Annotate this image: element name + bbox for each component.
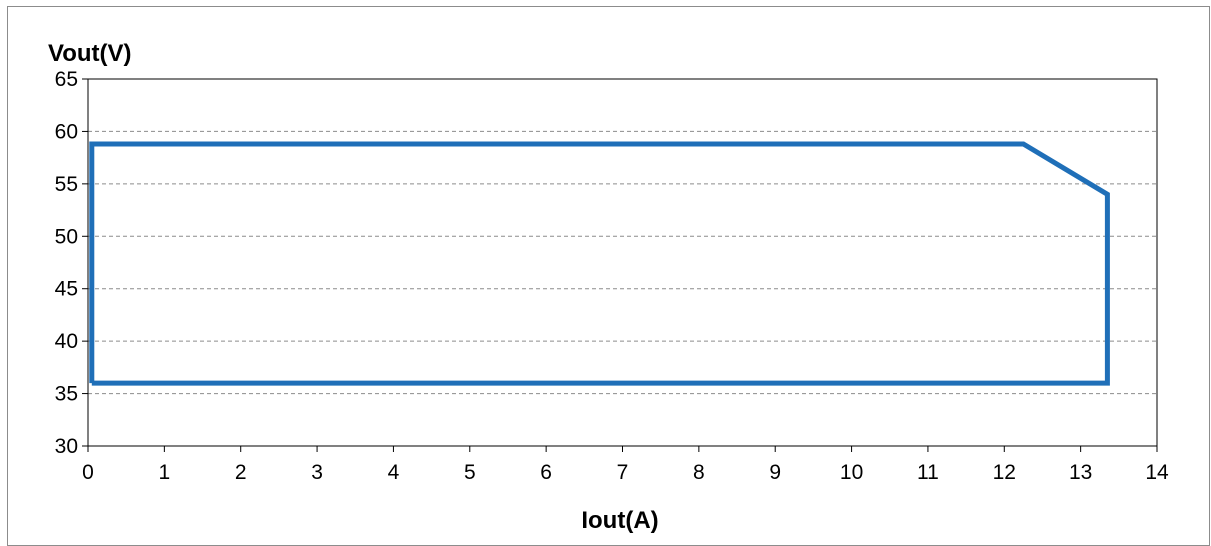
y-axis-ticks: 30 35 40 45 50 55 60 65 xyxy=(55,68,88,458)
y-axis-title: Vout(V) xyxy=(48,40,132,67)
plot-area xyxy=(87,78,1158,447)
x-tick-label: 9 xyxy=(769,461,781,484)
x-tick-label: 8 xyxy=(693,461,705,484)
x-tick-label: 6 xyxy=(540,461,552,484)
x-tick-label: 2 xyxy=(235,461,247,484)
y-tick-label: 40 xyxy=(55,330,78,353)
x-axis-title: Iout(A) xyxy=(581,507,658,533)
gridlines xyxy=(88,130,1157,395)
y-tick-label: 50 xyxy=(55,225,78,248)
y-tick-label: 65 xyxy=(55,68,78,91)
x-tick-label: 0 xyxy=(82,461,94,484)
y-tick-label: 30 xyxy=(55,435,78,458)
series-line xyxy=(89,141,1110,386)
y-tick-label: 45 xyxy=(55,278,78,301)
y-tick-label: 60 xyxy=(55,120,78,143)
x-tick-label: 12 xyxy=(993,461,1016,484)
x-tick-label: 11 xyxy=(917,461,939,484)
x-axis-ticks: 0 1 2 3 4 5 6 7 8 9 10 11 12 13 14 xyxy=(82,446,1169,484)
x-tick-label: 14 xyxy=(1145,461,1169,484)
x-tick-label: 1 xyxy=(159,461,171,484)
x-tick-label: 7 xyxy=(617,461,629,484)
y-tick-label: 55 xyxy=(55,173,78,196)
x-tick-label: 4 xyxy=(388,461,400,484)
y-tick-label: 35 xyxy=(55,383,78,406)
x-tick-label: 13 xyxy=(1069,461,1092,484)
x-tick-label: 3 xyxy=(311,461,323,484)
x-tick-label: 5 xyxy=(464,461,476,484)
x-tick-label: 10 xyxy=(840,461,863,484)
